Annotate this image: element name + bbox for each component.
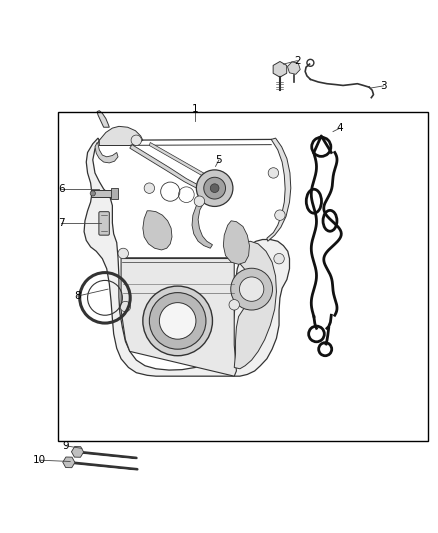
Polygon shape <box>130 144 215 197</box>
Text: 10: 10 <box>33 455 46 465</box>
Circle shape <box>231 268 272 310</box>
Polygon shape <box>234 241 276 369</box>
Circle shape <box>275 210 285 220</box>
FancyBboxPatch shape <box>99 212 110 235</box>
Polygon shape <box>149 142 224 186</box>
Text: 7: 7 <box>58 218 65 228</box>
Circle shape <box>131 135 141 146</box>
Text: 6: 6 <box>58 184 65 194</box>
Bar <box>111 188 117 199</box>
Circle shape <box>196 170 233 206</box>
Text: 4: 4 <box>337 123 343 133</box>
Polygon shape <box>99 126 143 146</box>
Bar <box>58 112 428 441</box>
Polygon shape <box>121 258 237 376</box>
Circle shape <box>240 277 264 301</box>
Circle shape <box>144 183 155 193</box>
Polygon shape <box>97 111 110 127</box>
Text: 9: 9 <box>63 441 69 451</box>
Text: 2: 2 <box>294 55 300 66</box>
Text: 1: 1 <box>192 103 198 114</box>
Circle shape <box>149 293 206 349</box>
Text: 8: 8 <box>74 291 81 301</box>
Polygon shape <box>223 221 250 264</box>
Circle shape <box>143 286 212 356</box>
Circle shape <box>194 196 205 206</box>
Bar <box>92 190 113 197</box>
Circle shape <box>210 184 219 192</box>
Polygon shape <box>95 142 118 163</box>
Circle shape <box>268 168 279 178</box>
Circle shape <box>229 300 240 310</box>
Circle shape <box>204 177 226 199</box>
Polygon shape <box>143 211 172 250</box>
Polygon shape <box>84 138 290 376</box>
Circle shape <box>274 254 284 264</box>
Circle shape <box>120 301 131 312</box>
Circle shape <box>118 248 128 259</box>
Polygon shape <box>267 138 291 241</box>
Text: 5: 5 <box>215 155 223 165</box>
Circle shape <box>159 303 196 339</box>
Text: 3: 3 <box>380 81 387 91</box>
Polygon shape <box>192 197 212 248</box>
Circle shape <box>90 191 95 196</box>
